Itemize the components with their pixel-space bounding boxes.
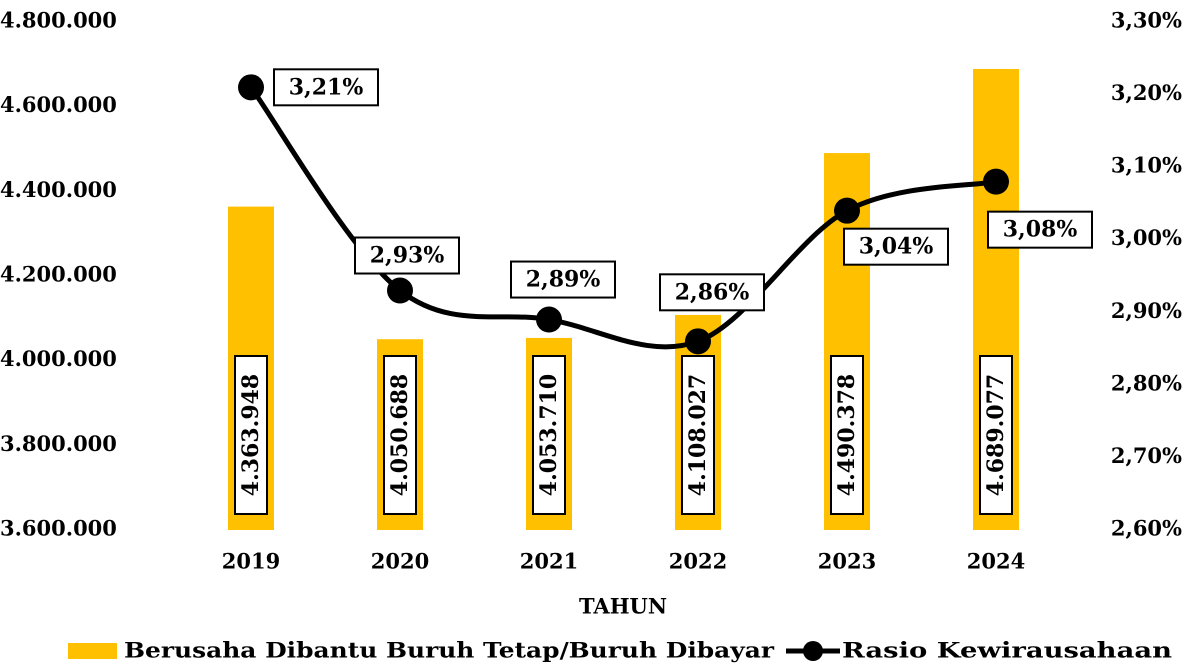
- bar-value-text: 4.689.077: [983, 374, 1009, 496]
- line-marker: [536, 306, 562, 333]
- label-box: [681, 355, 715, 515]
- line-value-label: 2,86%: [675, 279, 750, 305]
- x-tick-label: 2022: [669, 549, 727, 574]
- label-box: [510, 260, 616, 299]
- line-value-label: 3,04%: [859, 234, 934, 260]
- bar-value-label: 4.050.688: [383, 355, 417, 515]
- y2-tick-label: 3,10%: [1111, 153, 1182, 178]
- line-value-label: 2,93%: [370, 243, 445, 269]
- bar-value-text: 4.490.378: [834, 374, 860, 496]
- y-tick-label: 4.600.000: [0, 92, 117, 117]
- label-box: [383, 355, 417, 515]
- line-marker: [238, 74, 264, 101]
- bar-value-label: 4.363.948: [234, 355, 268, 515]
- label-box: [354, 236, 460, 275]
- line-marker: [387, 277, 413, 304]
- legend-swatch: [68, 643, 117, 659]
- y-tick-label: 4.800.000: [0, 8, 117, 33]
- bar-value-label: 4.108.027: [681, 355, 715, 515]
- y-tick-label: 3.800.000: [0, 431, 117, 456]
- label-box: [843, 227, 949, 266]
- x-axis-label: TAHUN: [579, 594, 667, 619]
- legend-marker: [803, 641, 823, 661]
- bar-value-text: 4.053.710: [536, 374, 562, 496]
- bar-value-text: 4.363.948: [238, 374, 264, 496]
- line-marker: [685, 328, 711, 355]
- bar-value-label: 4.490.378: [830, 355, 864, 515]
- label-box: [532, 355, 566, 515]
- label-box: [979, 355, 1013, 515]
- label-box: [273, 68, 379, 107]
- x-tick-label: 2021: [520, 549, 578, 574]
- line: [248, 85, 997, 350]
- y-tick-label: 4.200.000: [0, 262, 117, 287]
- legend-label: Berusaha Dibantu Buruh Tetap/Buruh Dibay…: [124, 638, 775, 663]
- x-tick-label: 2024: [967, 549, 1025, 574]
- legend-label: Rasio Kewirausahaan: [842, 638, 1172, 663]
- x-tick-label: 2019: [222, 549, 280, 574]
- x-tick-label: 2023: [818, 549, 876, 574]
- bar-value-text: 4.108.027: [685, 374, 711, 496]
- line-value-label: 3,21%: [289, 74, 364, 100]
- y-tick-label: 4.000.000: [0, 346, 117, 371]
- y2-tick-label: 3,30%: [1111, 8, 1182, 33]
- bar-value-label: 4.053.710: [532, 355, 566, 515]
- y2-tick-label: 2,80%: [1111, 370, 1182, 395]
- y-tick-label: 4.400.000: [0, 177, 117, 202]
- label-box: [659, 273, 765, 312]
- line-marker: [983, 168, 1009, 195]
- label-box: [234, 355, 268, 515]
- label-box: [830, 355, 864, 515]
- label-box: [987, 210, 1093, 249]
- bar-value-text: 4.050.688: [387, 374, 413, 496]
- line-value-label: 3,08%: [1003, 217, 1078, 243]
- x-tick-label: 2020: [371, 549, 429, 574]
- y2-tick-label: 3,20%: [1111, 80, 1182, 105]
- y-tick-label: 3.600.000: [0, 516, 117, 541]
- y2-tick-label: 2,90%: [1111, 298, 1182, 323]
- y2-tick-label: 2,60%: [1111, 516, 1182, 541]
- y2-tick-label: 3,00%: [1111, 225, 1182, 250]
- line-marker: [834, 197, 860, 224]
- bar-value-label: 4.689.077: [979, 355, 1013, 515]
- line-value-label: 2,89%: [526, 267, 601, 293]
- y2-tick-label: 2,70%: [1111, 443, 1182, 468]
